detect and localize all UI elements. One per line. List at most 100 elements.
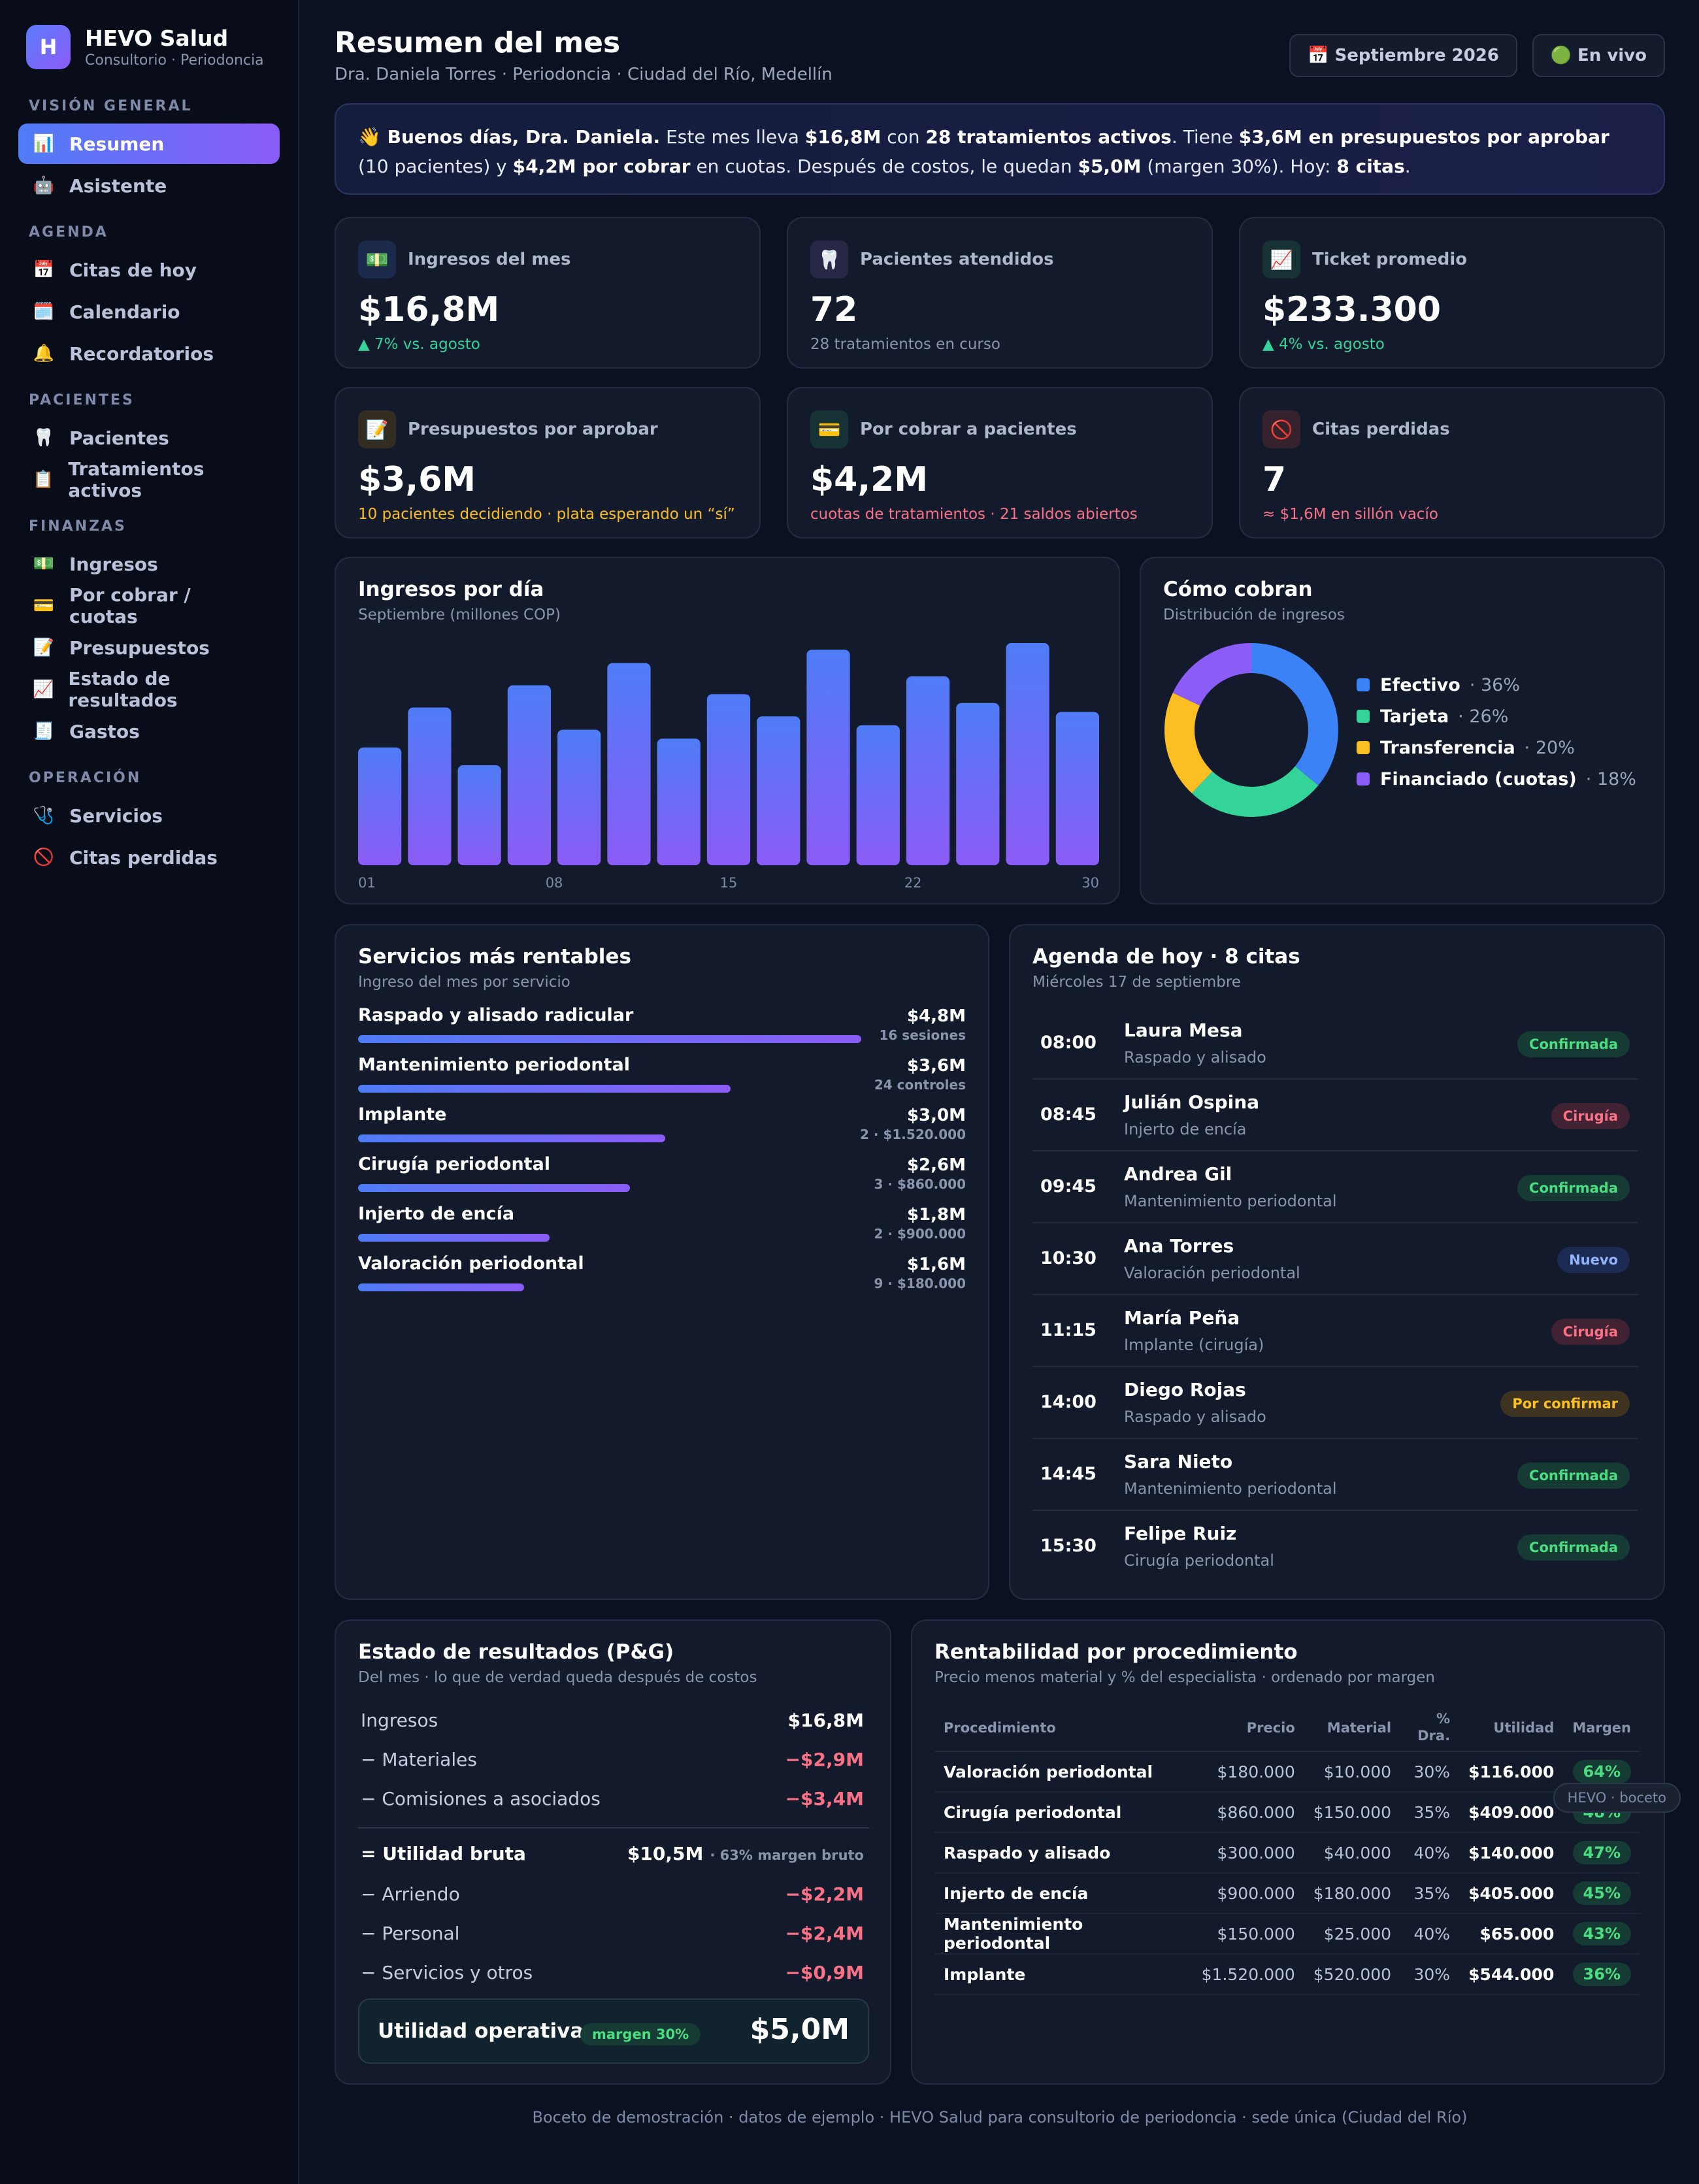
banner-highlight: 28 tratamientos activos xyxy=(925,126,1172,148)
sidebar-item[interactable]: 💳 Por cobrar / cuotas xyxy=(18,584,280,627)
donut-slice[interactable] xyxy=(1164,643,1338,817)
appointment-row[interactable]: 08:00 Laura Mesa Raspado y alisado Confirma… xyxy=(1032,1008,1638,1080)
appointment-row[interactable]: 14:45 Sara Nieto Mantenimiento periodontal… xyxy=(1032,1439,1638,1511)
kpi-card[interactable]: 🚫 Citas perdidas 7 ≈ $1,6M en sillón vacío xyxy=(1239,387,1665,538)
daily-bar[interactable] xyxy=(557,729,601,865)
kpi-card[interactable]: 📝 Presupuestos por aprobar $3,6M 10 pacient… xyxy=(335,387,761,538)
kpi-note: ▲ 4% vs. agosto xyxy=(1262,336,1385,353)
cell-pct: 30% xyxy=(1400,1751,1460,1793)
sidebar-item[interactable]: 🩺 Servicios xyxy=(18,795,280,836)
month-selector[interactable]: 📅 Septiembre 2026 xyxy=(1289,34,1517,77)
col-margin[interactable]: Margen xyxy=(1563,1704,1640,1752)
daily-bar[interactable] xyxy=(408,707,452,865)
daily-bar[interactable] xyxy=(757,716,800,865)
kpi-note: cuotas de tratamientos · 21 saldos abier… xyxy=(810,506,1138,523)
banner-text: Este mes lleva xyxy=(660,126,805,148)
appointment-row[interactable]: 11:15 María Peña Implante (cirugía) Cirugía xyxy=(1032,1295,1638,1367)
sidebar-item[interactable]: 📅 Citas de hoy xyxy=(18,250,280,290)
col-profit[interactable]: Utilidad xyxy=(1459,1704,1564,1752)
table-row[interactable]: Valoración periodontal $180.000 $10.000 30%… xyxy=(934,1751,1640,1793)
sidebar-item[interactable]: 📊 Resumen xyxy=(18,124,280,164)
legend-item: Tarjeta · 26% xyxy=(1357,701,1636,732)
appointment-row[interactable]: 15:30 Felipe Ruiz Cirugía periodontal Confi… xyxy=(1032,1511,1638,1583)
appointment-procedure: Injerto de encía xyxy=(1124,1120,1247,1138)
table-row[interactable]: Mantenimiento periodontal $150.000 $25.000… xyxy=(934,1913,1640,1955)
col-material[interactable]: Material xyxy=(1304,1704,1401,1752)
donut-slice[interactable] xyxy=(1164,643,1338,817)
daily-bar[interactable] xyxy=(1006,643,1049,865)
kpi-card[interactable]: 💵 Ingresos del mes $16,8M ▲ 7% vs. agosto xyxy=(335,217,761,369)
sidebar-item[interactable]: 📈 Estado de resultados xyxy=(18,668,280,711)
kpi-card[interactable]: 📈 Ticket promedio $233.300 ▲ 4% vs. agosto xyxy=(1239,217,1665,369)
service-row[interactable]: Valoración periodontal $1,6M 9 · $180.000 xyxy=(358,1253,966,1303)
sidebar-item[interactable]: 🧾 Gastos xyxy=(18,711,280,752)
table-row[interactable]: Injerto de encía $900.000 $180.000 35% $405.… xyxy=(934,1873,1640,1914)
operating-margin-badge: margen 30% xyxy=(580,2023,701,2045)
daily-bar[interactable] xyxy=(507,685,552,865)
service-value: $3,6M xyxy=(906,1056,966,1076)
service-row[interactable]: Injerto de encía $1,8M 2 · $900.000 xyxy=(358,1204,966,1253)
daily-bar[interactable] xyxy=(706,694,751,865)
kpi-card[interactable]: 🦷 Pacientes atendidos 72 28 tratamientos en… xyxy=(787,217,1213,369)
legend-swatch xyxy=(1357,772,1370,786)
donut-slice[interactable] xyxy=(1164,643,1338,817)
daily-bar[interactable] xyxy=(856,725,900,865)
pl-row: − Servicios y otros −$0,9M xyxy=(358,1953,866,1992)
col-price[interactable]: Precio xyxy=(1192,1704,1304,1752)
x-tick-label: 01 xyxy=(358,875,376,891)
sidebar-item[interactable]: 💵 Ingresos xyxy=(18,544,280,584)
sidebar-item[interactable]: 🗓️ Calendario xyxy=(18,291,280,332)
sidebar-item[interactable]: 🚫 Citas perdidas xyxy=(18,837,280,878)
service-detail: 2 · $900.000 xyxy=(874,1226,966,1242)
cell-pct: 35% xyxy=(1400,1873,1460,1914)
kpi-icon: 📈 xyxy=(1262,240,1300,278)
sidebar-item[interactable]: 🔔 Recordatorios xyxy=(18,333,280,374)
appointment-time: 10:30 xyxy=(1040,1248,1097,1268)
appointment-row[interactable]: 10:30 Ana Torres Valoración periodontal Nue… xyxy=(1032,1223,1638,1295)
service-row[interactable]: Implante $3,0M 2 · $1.520.000 xyxy=(358,1104,966,1154)
nav-item-icon: 📊 xyxy=(33,134,55,154)
brand[interactable]: H HEVO Salud Consultorio · Periodoncia xyxy=(26,25,280,69)
service-value: $4,8M xyxy=(906,1006,966,1026)
daily-bar[interactable] xyxy=(457,765,501,865)
appointment-procedure: Valoración periodontal xyxy=(1124,1264,1300,1282)
pl-row-label: − Servicios y otros xyxy=(361,1962,533,1983)
table-row[interactable]: Cirugía periodontal $860.000 $150.000 35% $4… xyxy=(934,1792,1640,1833)
sidebar-item-label: Presupuestos xyxy=(69,637,210,659)
income-statement-card: Estado de resultados (P&G) Del mes · lo … xyxy=(335,1619,891,2085)
sidebar-item[interactable]: 📝 Presupuestos xyxy=(18,627,280,668)
sidebar-item[interactable]: 🦷 Pacientes xyxy=(18,418,280,458)
daily-bar[interactable] xyxy=(956,703,1000,865)
daily-bar[interactable] xyxy=(358,747,402,865)
daily-bar[interactable] xyxy=(806,650,850,865)
daily-bar[interactable] xyxy=(607,663,651,865)
daily-bar[interactable] xyxy=(1055,712,1099,865)
payment-methods-subtitle: Distribución de ingresos xyxy=(1163,606,1345,623)
appointment-row[interactable]: 08:45 Julián Ospina Injerto de encía Cirugí… xyxy=(1032,1080,1638,1151)
procedure-profitability-card: Rentabilidad por procedimiento Precio me… xyxy=(911,1619,1681,2085)
table-row[interactable]: Implante $1.520.000 $520.000 30% $544.000 36% xyxy=(934,1954,1640,1995)
gross-profit-row: = Utilidad bruta $10,5M · 63% margen bruto xyxy=(358,1834,866,1873)
kpi-value: $4,2M xyxy=(810,460,929,499)
appointment-row[interactable]: 09:45 Andrea Gil Mantenimiento periodontal… xyxy=(1032,1151,1638,1223)
service-row[interactable]: Cirugía periodontal $2,6M 3 · $860.000 xyxy=(358,1154,966,1204)
service-row[interactable]: Mantenimiento periodontal $3,6M 24 control… xyxy=(358,1055,966,1104)
sidebar-item-label: Pacientes xyxy=(69,427,169,449)
appointment-row[interactable]: 14:00 Diego Rojas Raspado y alisado Por con… xyxy=(1032,1367,1638,1439)
status-badge: Por confirmar xyxy=(1500,1391,1630,1417)
sidebar-item[interactable]: 📋 Tratamientos activos xyxy=(18,458,280,501)
service-row[interactable]: Raspado y alisado radicular $4,8M 16 sesio… xyxy=(358,1005,966,1055)
summary-banner: 👋 Buenos días, Dra. Daniela. Este mes ll… xyxy=(335,103,1665,195)
sidebar-item[interactable]: 🤖 Asistente xyxy=(18,165,280,206)
table-row[interactable]: Raspado y alisado $300.000 $40.000 40% $140.… xyxy=(934,1832,1640,1874)
nav-item-icon: 🚫 xyxy=(33,848,55,867)
daily-bar[interactable] xyxy=(657,738,701,865)
daily-bar[interactable] xyxy=(906,676,950,865)
cell-util: $116.000 xyxy=(1459,1751,1564,1793)
kpi-card[interactable]: 💳 Por cobrar a pacientes $4,2M cuotas de tr… xyxy=(787,387,1213,538)
banner-highlight: $16,8M xyxy=(804,126,882,148)
legend-swatch xyxy=(1357,710,1370,723)
col-procedure[interactable]: Procedimiento xyxy=(934,1704,1193,1752)
col-pct-dra[interactable]: % Dra. xyxy=(1400,1704,1460,1752)
live-status-pill[interactable]: 🟢 En vivo xyxy=(1532,34,1665,77)
